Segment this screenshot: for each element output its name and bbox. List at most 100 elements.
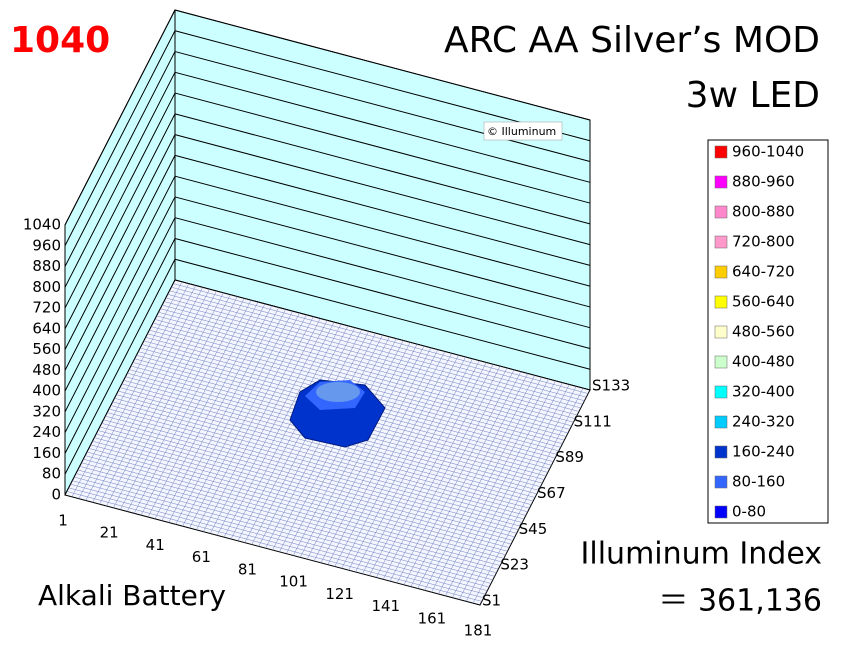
x-tick-label: 101 (279, 573, 308, 591)
y-tick-label: S111 (574, 412, 612, 430)
x-tick-label: 41 (146, 536, 165, 554)
floor-mesh (156, 315, 572, 427)
z-tick-label: 240 (32, 423, 61, 441)
z-tick-label: 1040 (23, 216, 61, 234)
y-tick-label: S67 (537, 484, 566, 502)
z-tick-label: 480 (32, 361, 61, 379)
floor-mesh (171, 286, 587, 398)
legend-label: 720-800 (732, 233, 795, 251)
grid-line (64, 217, 591, 433)
legend-swatch (714, 295, 728, 309)
z-tick-label: 400 (32, 382, 61, 400)
floor-mesh (165, 297, 581, 409)
grid-line (64, 71, 591, 288)
surface-hotspot-peak (316, 382, 360, 402)
grid-line (64, 30, 591, 246)
z-tick-label: 80 (42, 465, 61, 483)
y-tick-label: S133 (592, 377, 630, 395)
legend-swatch (714, 445, 728, 459)
floor-mesh (163, 301, 580, 412)
legend-swatch (714, 355, 728, 369)
x-tick-label: 81 (238, 560, 257, 578)
floor-mesh (173, 283, 589, 394)
grid-line (64, 154, 591, 371)
floor-mesh (158, 312, 574, 423)
z-tick-label: 960 (32, 236, 61, 254)
z-tick-label: 160 (32, 444, 61, 462)
index-label: Illuminum Index (581, 537, 822, 572)
grid-line (64, 113, 591, 330)
legend-label: 800-880 (732, 203, 795, 221)
y-tick-label: S23 (500, 556, 529, 574)
x-tick-label: 1 (58, 512, 68, 530)
z-tick-label: 880 (32, 257, 61, 275)
legend-swatch (714, 205, 728, 219)
floor-mesh (169, 290, 585, 401)
grid-line (64, 92, 591, 309)
grid-line (64, 196, 591, 413)
legend-label: 80-160 (732, 473, 785, 491)
legend-swatch (714, 325, 728, 339)
peak-label: 1040 (10, 20, 110, 61)
floor-mesh (162, 304, 578, 416)
z-tick-label: 0 (51, 486, 61, 504)
index-value: ＝ 361,136 (658, 584, 822, 619)
legend-swatch (714, 265, 728, 279)
floor-mesh (465, 386, 577, 602)
z-tick-label: 800 (32, 278, 61, 296)
floor-mesh (167, 294, 583, 405)
legend-swatch (714, 145, 728, 159)
x-tick-label: 181 (464, 622, 493, 640)
x-tick-label: 61 (192, 548, 211, 566)
chart-title: ARC AA Silver’s MOD (444, 20, 820, 61)
legend-label: 240-320 (732, 413, 795, 431)
floor-mesh (160, 308, 576, 419)
legend-label: 320-400 (732, 383, 795, 401)
legend-label: 640-720 (732, 263, 795, 281)
floor-mesh (459, 384, 570, 600)
legend-label: 560-640 (732, 293, 795, 311)
legend: 960-1040 880-960 800-880 720-800 640-720 560-… (714, 143, 804, 521)
y-tick-label: S45 (519, 520, 548, 538)
legend-label: 0-80 (732, 503, 766, 521)
z-tick-label: 560 (32, 340, 61, 358)
legend-swatch (714, 385, 728, 399)
floor-mesh (431, 377, 542, 593)
floor-mesh (472, 388, 584, 604)
grid-line (64, 258, 591, 475)
x-tick-label: 121 (325, 585, 354, 603)
legend-swatch (714, 235, 728, 249)
legend-label: 400-480 (732, 353, 795, 371)
grid-line (64, 50, 591, 267)
chart-subtitle: 3w LED (686, 75, 820, 116)
grid-line (64, 175, 591, 392)
legend-swatch (714, 475, 728, 489)
legend-label: 480-560 (732, 323, 795, 341)
grid-line (64, 134, 591, 350)
legend-box (707, 139, 829, 524)
legend-label: 160-240 (732, 443, 795, 461)
legend-swatch (714, 175, 728, 189)
x-axis-label: Alkali Battery (38, 579, 226, 612)
floor-mesh (438, 378, 549, 595)
legend-label: 960-1040 (732, 143, 804, 161)
z-tick-label: 720 (32, 299, 61, 317)
floor-mesh (452, 382, 563, 598)
legend-label: 880-960 (732, 173, 795, 191)
grid-line (64, 237, 591, 454)
floor-mesh (417, 373, 528, 589)
floor-mesh (424, 375, 535, 591)
z-tick-label: 640 (32, 319, 61, 337)
y-tick-label: S89 (555, 448, 584, 466)
plot: 0 80 160 240 320 400 480 560 640 720 800 880 960 1040… (23, 9, 630, 640)
x-tick-label: 21 (100, 524, 119, 542)
watermark: © Illuminum (487, 125, 556, 138)
grid-line (64, 9, 591, 226)
watermark-box (483, 121, 563, 141)
legend-swatch (714, 415, 728, 429)
y-tick-label: S1 (482, 592, 501, 610)
legend-swatch (714, 505, 728, 519)
floor-mesh (445, 380, 556, 596)
z-tick-label: 320 (32, 402, 61, 420)
